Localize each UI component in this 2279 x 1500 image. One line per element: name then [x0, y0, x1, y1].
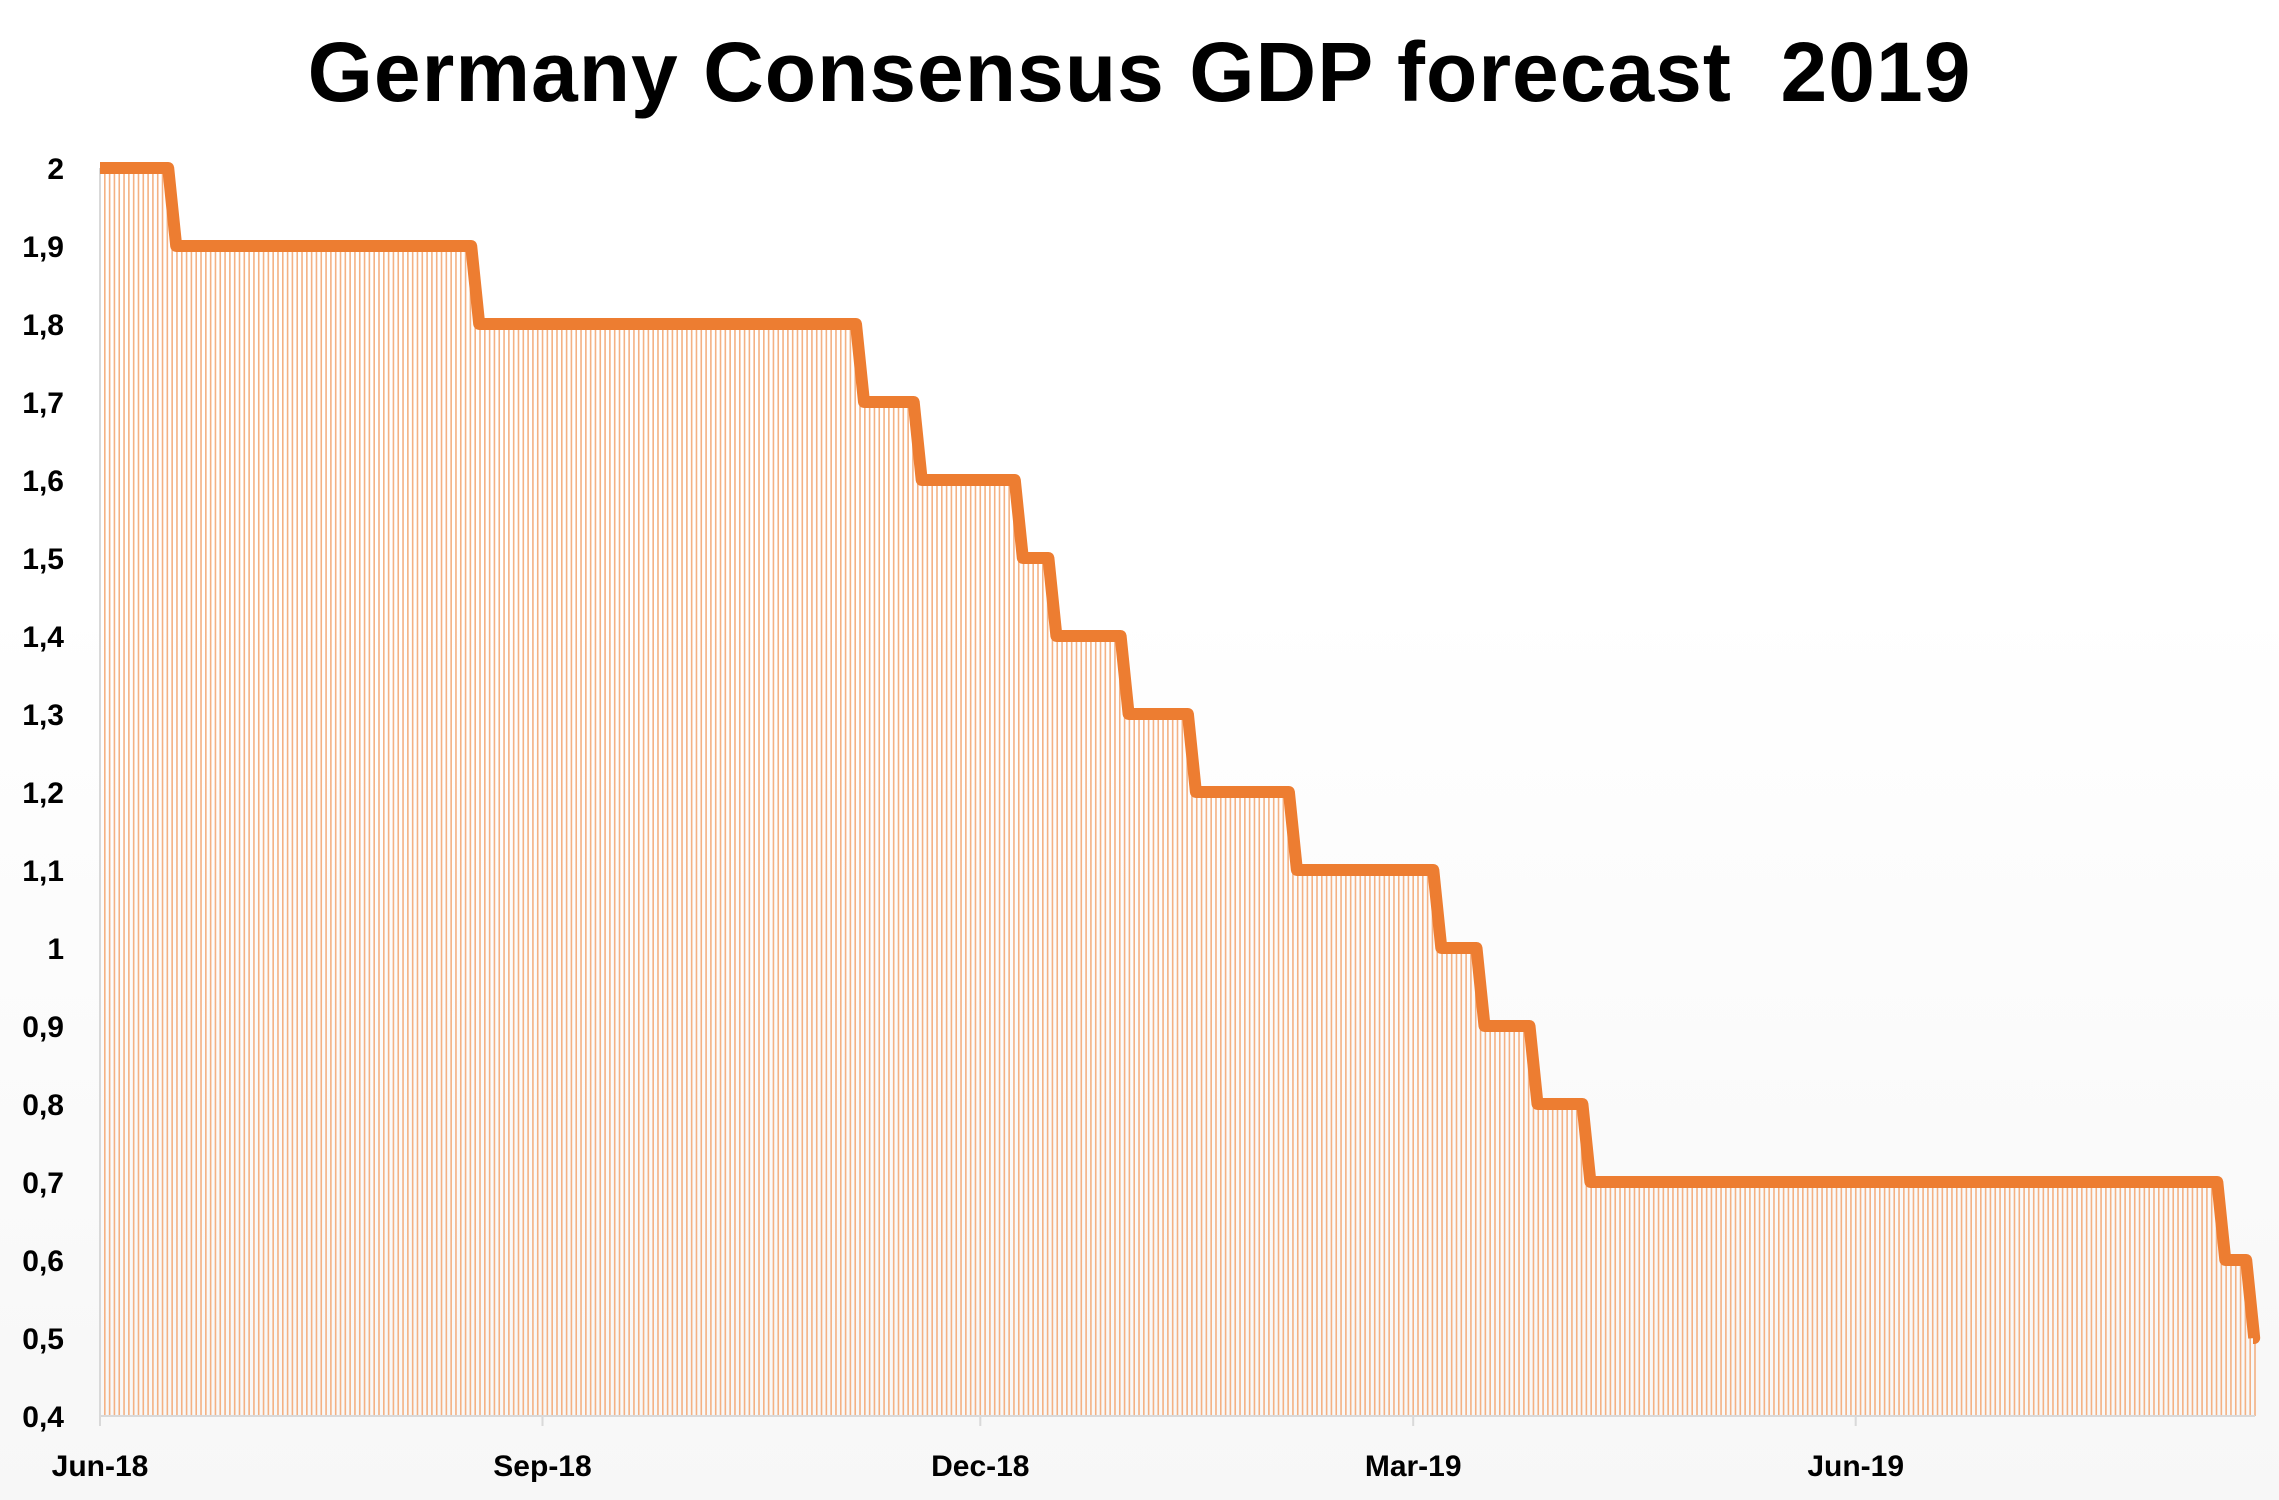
x-tick-label: Sep-18 — [493, 1450, 591, 1483]
x-tick-label: Dec-18 — [931, 1450, 1029, 1483]
x-tick-label: Jun-19 — [1807, 1450, 1904, 1483]
y-tick-label: 0,9 — [22, 1011, 64, 1044]
x-tick-label: Mar-19 — [1365, 1450, 1462, 1483]
y-tick-label: 1,7 — [22, 387, 64, 420]
y-tick-label: 0,4 — [22, 1401, 64, 1434]
step-line-group — [100, 162, 2261, 1344]
forecast-step-line — [100, 162, 2261, 1344]
axes-group — [99, 168, 2255, 1417]
y-tick-label: 2 — [47, 153, 64, 186]
y-tick-label: 0,6 — [22, 1245, 64, 1278]
y-tick-label: 0,7 — [22, 1167, 64, 1200]
y-tick-label: 1,6 — [22, 465, 64, 498]
y-tick-label: 1,9 — [22, 231, 64, 264]
y-tick-label: 1,3 — [22, 699, 64, 732]
area-fill-group — [99, 168, 2256, 1416]
y-tick-label: 1,2 — [22, 777, 64, 810]
x-tick-label: Jun-18 — [52, 1450, 149, 1483]
y-tick-label: 1 — [47, 933, 64, 966]
x-tick-labels: Jun-18 Sep-18 Dec-18 Mar-19 Jun-19 — [52, 1416, 1904, 1483]
y-tick-label: 1,4 — [22, 621, 64, 654]
y-tick-label: 1,8 — [22, 309, 64, 342]
y-tick-label: 0,5 — [22, 1323, 64, 1356]
y-tick-labels: 2 1,9 1,8 1,7 1,6 1,5 1,4 1,3 1,2 1,1 1 0,9 0,8 0,7 0,… — [22, 153, 64, 1434]
chart-title: Germany Consensus GDP forecast 2019 — [307, 25, 1972, 119]
y-tick-label: 0,8 — [22, 1089, 64, 1122]
y-tick-label: 1,5 — [22, 543, 64, 576]
y-tick-label: 1,1 — [22, 855, 64, 888]
